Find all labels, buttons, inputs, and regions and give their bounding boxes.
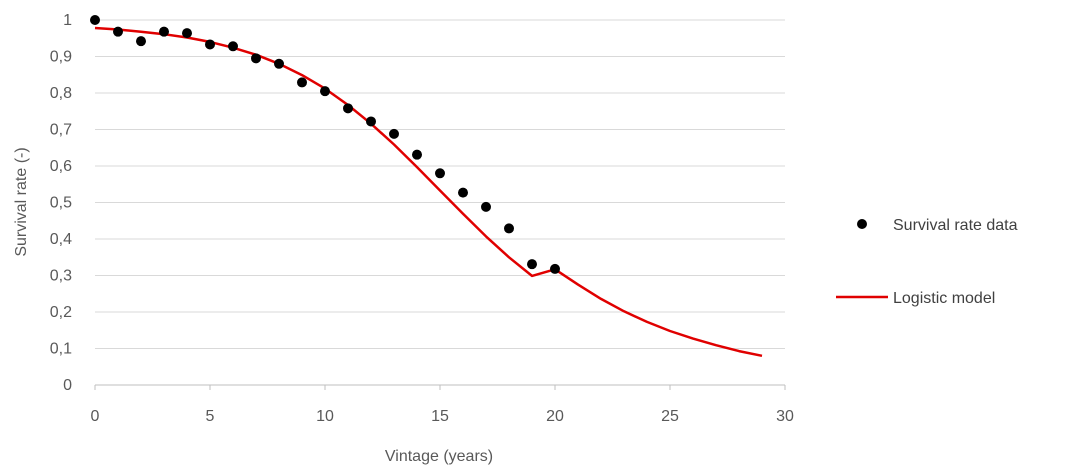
data-point [343,103,353,114]
data-point [435,168,445,179]
data-point [389,128,399,139]
y-tick-label: 0,6 [50,158,72,175]
y-tick-label: 0,5 [50,195,72,212]
legend-marker-survival-rate-data [857,219,867,229]
data-point [297,77,307,88]
y-tick-label: 0,9 [50,49,72,66]
y-tick-label: 0,8 [50,85,72,102]
data-point [136,36,146,47]
x-tick-labels: 0 5 10 15 20 25 30 [91,408,794,425]
data-point [274,58,284,69]
x-tick-label: 10 [316,408,334,425]
data-point [527,259,537,270]
data-point [481,201,491,212]
logistic-model-line [94,26,763,358]
legend: Survival rate data Logistic model [836,217,1018,307]
y-tick-label: 0,3 [50,268,72,285]
data-point [320,86,330,97]
x-tick-label: 0 [91,408,100,425]
data-point [182,28,192,39]
data-point [159,26,169,37]
data-point [228,41,238,52]
data-point [205,39,215,50]
x-tick-label: 20 [546,408,564,425]
axes [94,384,786,390]
data-point [504,223,514,234]
y-tick-label: 0,2 [50,304,72,321]
survival-rate-data-series [90,15,560,274]
data-point [412,149,422,160]
x-tick-label: 5 [206,408,215,425]
y-tick-label: 0,4 [50,231,72,248]
data-point [550,263,560,274]
y-tick-label: 1 [63,12,72,29]
y-tick-label: 0 [63,377,72,394]
x-axis-title: Vintage (years) [385,448,493,465]
x-tick-label: 15 [431,408,449,425]
legend-label-logistic-model: Logistic model [893,290,995,307]
x-tick-label: 30 [776,408,794,425]
gridlines [95,19,785,349]
y-tick-labels: 0 0,1 0,2 0,3 0,4 0,5 0,6 0,7 0,8 0,9 1 [50,12,72,394]
data-point [90,15,100,25]
y-tick-label: 0,1 [50,341,72,358]
data-point [113,26,123,37]
y-tick-label: 0,7 [50,122,72,139]
x-tick-label: 25 [661,408,679,425]
data-point [366,116,376,127]
y-axis-title: Survival rate (-) [13,147,30,256]
legend-label-survival-rate-data: Survival rate data [893,217,1018,234]
data-point [251,53,261,64]
data-point [458,187,468,198]
logistic-model-series [94,26,763,358]
